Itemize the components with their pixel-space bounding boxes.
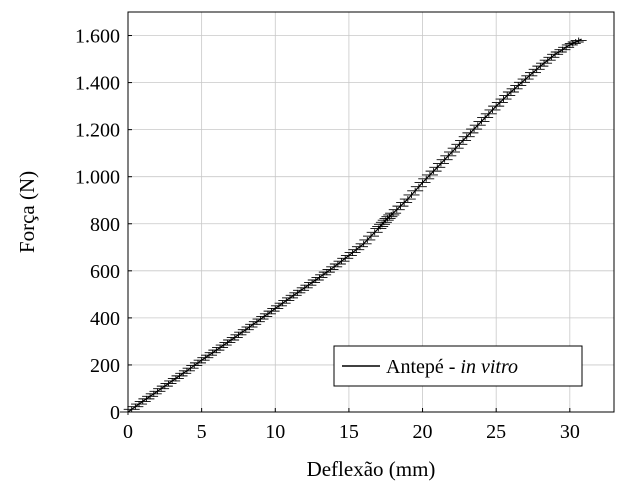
x-axis-title: Deflexão (mm): [307, 457, 436, 481]
x-tick-label: 15: [339, 421, 359, 443]
legend: Antepé - in vitro: [333, 345, 583, 387]
y-tick-label: 400: [90, 308, 120, 330]
x-axis-ticks: 0 5 10 15 20 25 30: [123, 408, 580, 443]
y-tick-label: 1.000: [75, 167, 120, 189]
x-tick-label: 10: [265, 421, 285, 443]
series-layer: [120, 37, 587, 415]
y-axis-ticks: 0 200 400 600 800 1.000 1.200 1.400 1.600: [75, 26, 132, 424]
legend-label-prefix: Antepé -: [386, 356, 460, 378]
x-tick-label: 0: [123, 421, 133, 443]
y-axis-title: Força (N): [15, 171, 39, 253]
y-tick-label: 200: [90, 355, 120, 377]
y-tick-label: 1.400: [75, 73, 120, 95]
legend-label: Antepé - in vitro: [386, 356, 518, 378]
y-tick-label: 1.200: [75, 120, 120, 142]
y-tick-label: 0: [110, 402, 120, 424]
x-tick-label: 5: [197, 421, 207, 443]
legend-label-italic: in vitro: [460, 356, 518, 378]
x-tick-label: 20: [413, 421, 433, 443]
x-tick-label: 30: [560, 421, 580, 443]
y-tick-label: 600: [90, 261, 120, 283]
grid-lines: [127, 12, 614, 413]
x-tick-label: 25: [486, 421, 506, 443]
plot-frame: [127, 11, 615, 413]
y-tick-label: 1.600: [75, 26, 120, 48]
y-tick-label: 800: [90, 214, 120, 236]
